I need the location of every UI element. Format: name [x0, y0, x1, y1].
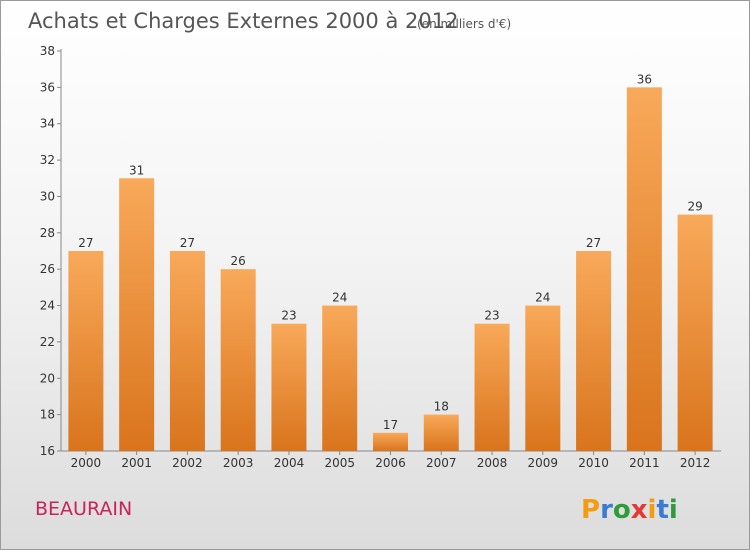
- x-tick-label: 2007: [426, 456, 457, 470]
- y-tick-label: 30: [40, 189, 55, 203]
- bars: 27 2000 31 2001 27 2002 26 2003 23 2004 24 2005 17 20…: [68, 72, 713, 470]
- bar: [119, 178, 155, 452]
- x-tick-label: 2008: [477, 456, 508, 470]
- bar: [474, 323, 510, 451]
- x-tick-label: 2001: [121, 456, 152, 470]
- x-tick-label: 2012: [680, 456, 711, 470]
- data-label: 27: [78, 236, 93, 250]
- bar: [68, 251, 104, 451]
- bar: [677, 214, 713, 451]
- bar: [423, 414, 459, 451]
- x-tick-label: 2000: [71, 456, 102, 470]
- data-label: 27: [180, 236, 195, 250]
- x-tick-label: 2002: [172, 456, 203, 470]
- data-label: 36: [637, 72, 652, 86]
- bar: [525, 305, 561, 451]
- x-tick-label: 2011: [629, 456, 660, 470]
- y-tick-label: 18: [40, 408, 55, 422]
- y-tick-label: 34: [40, 117, 55, 131]
- data-label: 18: [434, 400, 449, 414]
- x-tick-label: 2010: [578, 456, 609, 470]
- x-tick-label: 2005: [324, 456, 355, 470]
- data-label: 29: [687, 200, 702, 214]
- bar: [271, 323, 307, 451]
- x-tick-label: 2009: [528, 456, 559, 470]
- data-label: 23: [484, 309, 499, 323]
- bar: [322, 305, 358, 451]
- place-name: BEAURAIN: [35, 498, 132, 520]
- data-label: 23: [281, 309, 296, 323]
- y-tick-label: 16: [40, 444, 55, 458]
- y-tick-label: 26: [40, 262, 55, 276]
- data-label: 27: [586, 236, 601, 250]
- bar: [626, 87, 662, 451]
- bar: [576, 251, 612, 451]
- y-tick-label: 22: [40, 335, 55, 349]
- data-label: 24: [535, 291, 550, 305]
- chart-subtitle: (en milliers d'€): [417, 17, 511, 31]
- chart-title: Achats et Charges Externes 2000 à 2012: [28, 9, 458, 33]
- y-tick-label: 24: [40, 299, 55, 313]
- y-tick-label: 20: [40, 371, 55, 385]
- bar: [220, 269, 256, 451]
- y-tick-label: 38: [40, 44, 55, 58]
- proxiti-logo: Proxiti: [581, 495, 678, 525]
- data-label: 24: [332, 291, 347, 305]
- x-tick-label: 2003: [223, 456, 254, 470]
- data-label: 31: [129, 163, 144, 177]
- y-tick-label: 28: [40, 226, 55, 240]
- x-tick-label: 2006: [375, 456, 406, 470]
- x-tick-label: 2004: [274, 456, 305, 470]
- y-tick-label: 32: [40, 153, 55, 167]
- data-label: 26: [231, 254, 246, 268]
- bar: [169, 251, 205, 451]
- data-label: 17: [383, 418, 398, 432]
- y-tick-label: 36: [40, 80, 55, 94]
- bar: [373, 432, 408, 451]
